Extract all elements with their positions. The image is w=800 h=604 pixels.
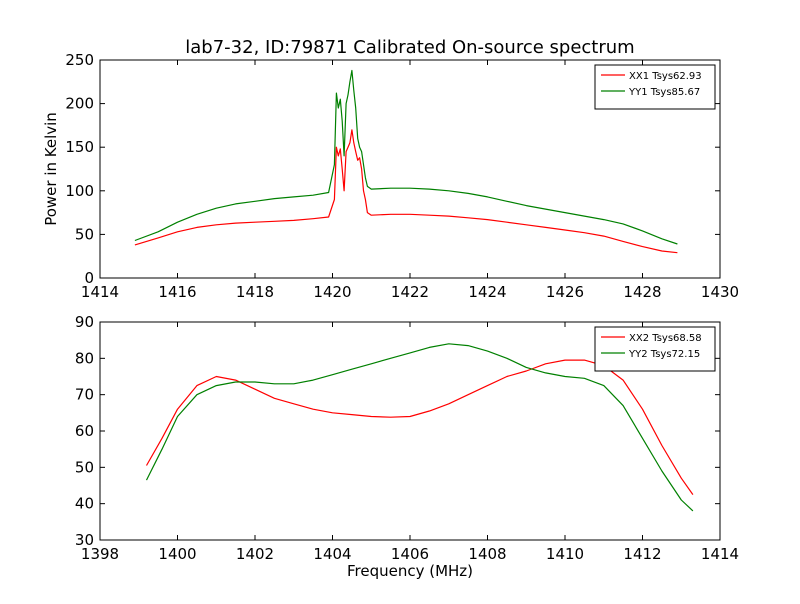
series-line-0-0 [134, 129, 678, 254]
series-line-1-1 [145, 343, 694, 512]
x-tick-label-1-5: 1408 [468, 545, 506, 563]
x-tick-label-0-3: 1420 [313, 283, 351, 301]
x-tick-label-1-1: 1400 [158, 545, 196, 563]
y-tick-label-0-0: 0 [84, 269, 94, 287]
x-tick-label-0-6: 1426 [546, 283, 584, 301]
x-tick-label-1-8: 1414 [701, 545, 739, 563]
x-tick-label-0-2: 1418 [236, 283, 274, 301]
x-tick-label-1-0: 1398 [81, 545, 119, 563]
y-tick-label-1-5: 80 [75, 349, 94, 367]
y-tick-label-1-0: 30 [75, 531, 94, 549]
x-tick-label-1-2: 1402 [236, 545, 274, 563]
chart-title: lab7-32, ID:79871 Calibrated On-source s… [185, 37, 634, 58]
legend-1: XX2 Tsys68.58 YY2 Tsys72.15 [594, 326, 716, 372]
x-axis-label-1: Frequency (MHz) [347, 562, 473, 580]
legend-label-0-1: YY1 Tsys85.67 [628, 87, 700, 98]
y-tick-label-0-1: 50 [75, 225, 94, 243]
bottom-chart: 1398 1400 1402 1404 1406 1408 1410 1412 1414 30 40… [75, 313, 739, 580]
legend-label-1-1: YY2 Tsys72.15 [628, 349, 700, 360]
legend-0: XX1 Tsys62.93 YY1 Tsys85.67 [594, 64, 716, 110]
x-tick-label-0-7: 1428 [623, 283, 661, 301]
y-tick-label-1-4: 70 [75, 386, 94, 404]
x-tick-label-0-0: 1414 [81, 283, 119, 301]
x-tick-label-1-4: 1406 [391, 545, 429, 563]
legend-label-0-0: XX1 Tsys62.93 [629, 71, 702, 82]
x-tick-label-1-6: 1410 [546, 545, 584, 563]
y-tick-label-0-2: 100 [65, 182, 94, 200]
x-tick-label-1-3: 1404 [313, 545, 351, 563]
x-tick-label-0-8: 1430 [701, 283, 739, 301]
legend-label-1-0: XX2 Tsys68.58 [629, 333, 702, 344]
top-chart: 1414 1416 1418 1420 1422 1424 1426 1428 1430 0 50 1… [42, 51, 739, 301]
y-tick-label-1-6: 90 [75, 313, 94, 331]
y-axis-label-0: Power in Kelvin [42, 112, 60, 226]
x-tick-label-1-7: 1412 [623, 545, 661, 563]
x-tick-label-0-1: 1416 [158, 283, 196, 301]
x-tick-label-0-4: 1422 [391, 283, 429, 301]
y-tick-label-1-1: 40 [75, 495, 94, 513]
series-line-0-1 [134, 69, 678, 245]
y-tick-label-1-3: 60 [75, 422, 94, 440]
y-tick-label-1-2: 50 [75, 458, 94, 476]
legend-box-0 [594, 64, 716, 110]
y-tick-label-0-3: 150 [65, 138, 94, 156]
y-tick-label-0-5: 250 [65, 51, 94, 69]
legend-box-1 [594, 326, 716, 372]
x-tick-label-0-5: 1424 [468, 283, 506, 301]
y-tick-label-0-4: 200 [65, 95, 94, 113]
